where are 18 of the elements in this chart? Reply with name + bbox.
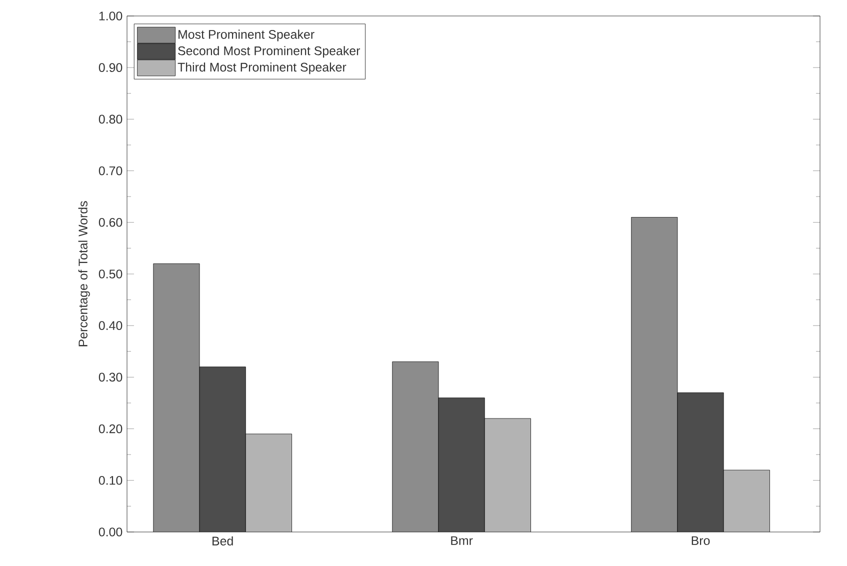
x-tick-label: Bed (212, 536, 233, 546)
legend-label: Second Most Prominent Speaker (178, 46, 360, 58)
y-tick-label: 0.80 (98, 114, 122, 124)
y-tick-label: 1.00 (99, 12, 122, 20)
y-tick-label: 0.50 (98, 270, 122, 278)
y-tick-label: 0.30 (98, 372, 122, 382)
x-tick-label: Bro (692, 536, 710, 546)
y-tick-label: 0.60 (98, 218, 122, 227)
y-tick-label: 0.10 (98, 476, 122, 485)
y-tick-label: 0.20 (98, 424, 122, 434)
y-tick-label: 0.90 (98, 63, 122, 72)
legend-label: Most Prominent Speaker (178, 30, 314, 42)
y-tick-label: 0.70 (98, 166, 122, 176)
y-axis-title: Percentage of Total Words (78, 201, 90, 346)
y-tick-label: 0.40 (98, 321, 122, 330)
x-tick-label: Bmr (451, 536, 473, 545)
legend-label: Third Most Prominent Speaker (178, 62, 346, 74)
y-tick-label: 0.00 (98, 528, 122, 536)
